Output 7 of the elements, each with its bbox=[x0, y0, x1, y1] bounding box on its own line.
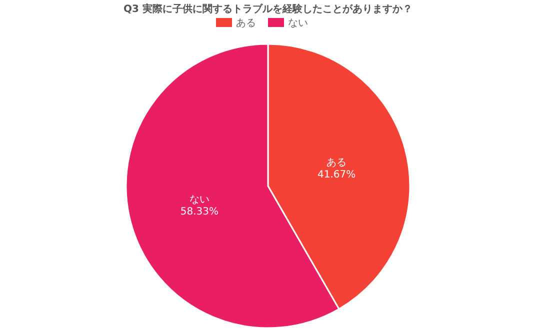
slice-label: ない bbox=[189, 194, 210, 206]
chart-title: Q3 実際に子供に関するトラブルを経験したことがありますか？ bbox=[124, 3, 412, 15]
legend-label: ない bbox=[288, 18, 308, 29]
data-label: 58.33% bbox=[180, 206, 218, 218]
legend-label: ある bbox=[236, 18, 256, 29]
slice-label: ある bbox=[326, 158, 347, 169]
data-label: 41.67% bbox=[318, 170, 356, 181]
